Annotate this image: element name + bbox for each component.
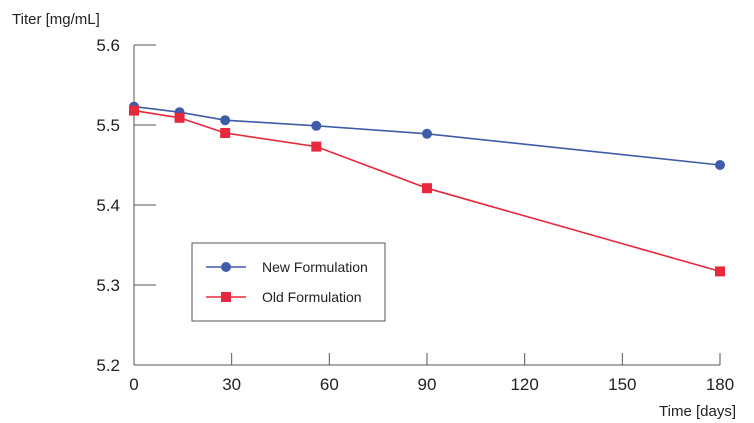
y-tick-label: 5.3 xyxy=(96,276,120,295)
x-tick-label: 90 xyxy=(418,375,437,394)
data-point xyxy=(220,128,231,138)
legend-marker xyxy=(221,262,231,272)
legend-box xyxy=(191,242,386,322)
x-tick-label: 150 xyxy=(608,375,636,394)
data-point xyxy=(422,183,432,194)
y-axis: 5.2 5.3 5.4 5.5 5.6 xyxy=(96,36,156,375)
data-point xyxy=(715,160,725,170)
x-tick-label: 180 xyxy=(706,375,734,394)
y-tick-label: 5.4 xyxy=(96,196,120,215)
x-tick-label: 60 xyxy=(320,375,339,394)
x-axis: 0 30 60 90 120 150 180 xyxy=(129,353,734,394)
data-point xyxy=(311,141,322,152)
data-point xyxy=(715,266,725,277)
x-tick-label: 120 xyxy=(510,375,538,394)
plot-area xyxy=(129,101,725,277)
legend-label: New Formulation xyxy=(262,259,368,275)
data-point xyxy=(220,115,231,126)
data-point xyxy=(422,128,432,139)
x-axis-title: Time [days] xyxy=(659,403,736,420)
series-line xyxy=(133,109,721,273)
y-tick-label: 5.5 xyxy=(96,116,120,135)
legend-label: Old Formulation xyxy=(262,289,362,305)
x-tick-label: 30 xyxy=(222,375,241,394)
y-tick-label: 5.6 xyxy=(96,36,120,55)
series-line xyxy=(133,105,721,166)
y-tick-label: 5.2 xyxy=(96,356,120,375)
x-tick-label: 0 xyxy=(129,375,138,394)
legend: New Formulation Old Formulation xyxy=(191,242,386,322)
legend-item: Old Formulation xyxy=(206,289,362,305)
legend-marker xyxy=(221,292,231,302)
legend-item: New Formulation xyxy=(206,259,368,275)
series-new-formulation xyxy=(129,101,725,170)
series-old-formulation xyxy=(129,105,725,277)
data-point xyxy=(174,112,185,123)
data-point xyxy=(129,105,139,116)
y-axis-title: Titer [mg/mL] xyxy=(12,11,100,28)
data-point xyxy=(311,120,322,131)
